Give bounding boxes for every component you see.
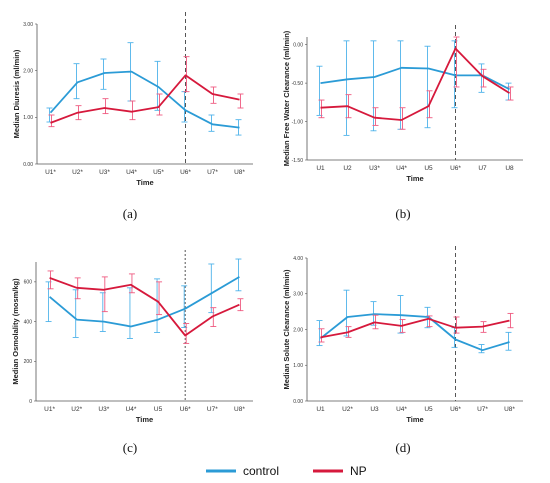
chart-3-x-tick-label: U1 (316, 406, 325, 413)
chart-0-x-tick-label: U2* (72, 169, 83, 176)
chart-2-np-series-line (49, 277, 240, 337)
panel-b-caption: (b) (395, 206, 410, 221)
chart-0-x-tick-label: U6* (180, 169, 191, 176)
panel-a-caption: (a) (123, 206, 137, 221)
chart-2-x-tick-label: U5 (154, 406, 163, 413)
legend: control NP (206, 464, 367, 478)
chart-0-x-tick-label: U5* (153, 169, 164, 176)
chart-2-y-tick-label: 600 (24, 280, 33, 286)
chart-1-y-axis-title: Median Free Water Clearance (ml/min) (282, 30, 291, 166)
chart-3-y-axis-title: Median Solute Clearance (ml/min) (282, 269, 291, 390)
chart-2-x-tick-label: U4* (126, 406, 137, 413)
chart-1-x-tick-label: U6* (450, 165, 461, 172)
panel-d-caption: (d) (395, 440, 410, 455)
chart-0-x-tick-label: U8* (234, 169, 245, 176)
panel-a: 0.00 1.00 2.00 3.00 U1* U2* U3* U4* U5* U6* U7* U8*… (12, 12, 253, 187)
chart-3-np-series-line (320, 317, 510, 339)
chart-1-control-series-line (320, 66, 510, 91)
panel-d: 0.00 1.00 2.00 3.00 4.00 U1 U2* U3 U4* U5 U6* U7* U8… (282, 246, 523, 424)
chart-2-y-tick-label: 0 (29, 399, 32, 405)
chart-0-y-tick-label: 3.00 (23, 22, 33, 28)
chart-2-y-tick-label: 200 (24, 359, 33, 365)
chart-3-x-tick-label: U6* (450, 406, 461, 413)
chart-3-y-tick-label: 3.00 (293, 292, 303, 298)
chart-1-np-series-line (320, 47, 510, 121)
chart-2-x-tick-label: U2* (71, 406, 82, 413)
chart-2-control-series-line (49, 276, 240, 328)
chart-1-y-tick-label: 0.00 (293, 42, 303, 48)
chart-0-y-tick-label: 1.00 (23, 115, 33, 121)
chart-3-x-tick-label: U4* (396, 406, 407, 413)
chart-2-x-axis-title: Time (136, 415, 153, 424)
chart-3-y-tick-label: 1.00 (293, 363, 303, 369)
chart-0-y-tick-label: 0.00 (23, 162, 33, 168)
chart-1-x-tick-label: U8 (505, 165, 514, 172)
chart-3-control-series-line (319, 313, 510, 352)
chart-3-x-tick-label: U2* (342, 406, 353, 413)
chart-2-x-tick-label: U8* (234, 406, 245, 413)
chart-0-x-axis-title: Time (136, 178, 153, 187)
chart-0-np-series-line (50, 74, 240, 124)
chart-3-y-tick-label: 2.00 (293, 327, 303, 333)
panel-b: 0.00 -0.50 -1.00 -1.50 U1 U2 U3* U4* U5 U6* U7 U8 Ti… (282, 25, 523, 183)
chart-1-x-axis-title: Time (406, 174, 423, 183)
chart-2-y-axis-title: Median Osmolality (mosm/kg) (11, 278, 20, 385)
chart-2-x-tick-label: U6* (180, 406, 191, 413)
chart-0-x-tick-label: U7* (207, 169, 218, 176)
panel-c: 0 200 400 600 U1* U2* U3* U4* U5 U6* U7* U8* Time Med… (11, 250, 253, 424)
chart-0-x-tick-label: U3* (99, 169, 110, 176)
chart-1-x-tick-label: U7 (478, 165, 487, 172)
chart-3-x-tick-label: U5 (424, 406, 433, 413)
chart-3-y-tick-label: 4.00 (293, 256, 303, 262)
chart-3-x-axis-title: Time (406, 415, 423, 424)
chart-2-x-tick-label: U7* (207, 406, 218, 413)
chart-1-y-tick-label: -1.00 (292, 119, 304, 125)
chart-3-x-tick-label: U3 (370, 406, 379, 413)
chart-1-x-tick-label: U2 (343, 165, 352, 172)
chart-1-y-tick-label: -0.50 (292, 81, 304, 87)
chart-1-x-tick-label: U4* (396, 165, 407, 172)
chart-1-x-tick-label: U5 (424, 165, 433, 172)
chart-3-x-tick-label: U7* (477, 406, 488, 413)
chart-1-x-tick-label: U3* (369, 165, 380, 172)
chart-1-x-tick-label: U1 (316, 165, 325, 172)
legend-label-control: control (243, 464, 279, 478)
chart-3-x-tick-label: U8* (504, 406, 515, 413)
chart-0-x-tick-label: U1* (45, 169, 56, 176)
chart-0-y-tick-label: 2.00 (23, 68, 33, 74)
chart-2-y-tick-label: 400 (24, 319, 33, 325)
chart-0-y-axis-title: Median Diuresis (ml/min) (12, 49, 21, 138)
chart-0-x-tick-label: U4* (126, 169, 137, 176)
chart-0-control-series-line (49, 70, 240, 129)
legend-label-np: NP (350, 464, 367, 478)
panel-c-caption: (c) (123, 440, 137, 455)
chart-2-x-tick-label: U3* (98, 406, 109, 413)
chart-3-y-tick-label: 0.00 (293, 399, 303, 405)
chart-1-y-tick-label: -1.50 (292, 158, 304, 164)
chart-2-x-tick-label: U1* (44, 406, 55, 413)
